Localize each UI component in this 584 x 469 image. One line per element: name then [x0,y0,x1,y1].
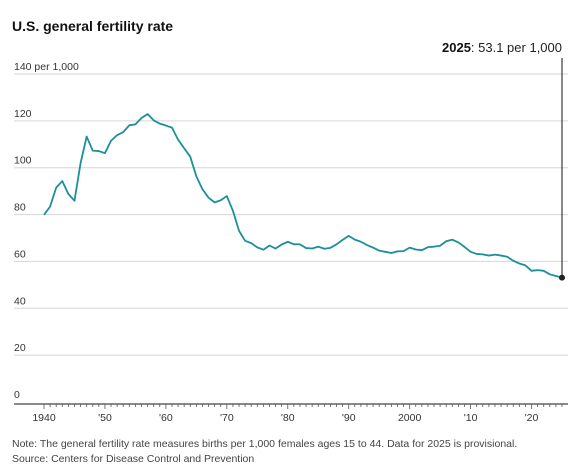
chart-title: U.S. general fertility rate [12,18,174,34]
y-tick-label-40: 40 [14,295,26,307]
x-tick-label-2020: '20 [525,412,539,424]
y-tick-label-20: 20 [14,342,26,354]
footnote: Note: The general fertility rate measure… [12,437,582,467]
series-layer [43,113,563,279]
x-tick-label-2000: 2000 [398,412,422,424]
x-axis: 1940 '50 '60 '70 '80 '90 2000 '10 '20 [14,403,568,424]
callout-value: : 53.1 per 1,000 [471,40,562,55]
gridlines [14,73,568,356]
x-tick-label-1980: '80 [281,412,295,424]
callout-year: 2025 [442,40,471,55]
source-text: Source: Centers for Disease Control and … [12,453,255,465]
x-tick-label-1950: '50 [98,412,112,424]
callout-point [559,274,565,281]
y-tick-label-120: 120 [14,108,32,120]
x-tick-label-2010: '10 [464,412,478,424]
x-tick-label-1970: '70 [220,412,234,424]
y-tick-label-60: 60 [14,248,26,260]
y-tick-label-140: 140 per 1,000 [14,61,79,73]
callout: 2025: 53.1 per 1,000 [442,40,565,281]
x-tick-label-1940: 1940 [32,412,56,424]
y-axis-labels: 0 20 40 60 80 100 120 140 per 1,000 [14,61,79,401]
note-text: Note: The general fertility rate measure… [12,438,518,450]
y-tick-label-100: 100 [14,155,32,167]
y-tick-label-0: 0 [14,389,20,401]
y-tick-label-80: 80 [14,202,26,214]
callout-label: 2025: 53.1 per 1,000 [442,40,562,55]
series-line [43,113,563,279]
x-tick-label-1960: '60 [159,412,173,424]
x-tick-label-1990: '90 [342,412,356,424]
